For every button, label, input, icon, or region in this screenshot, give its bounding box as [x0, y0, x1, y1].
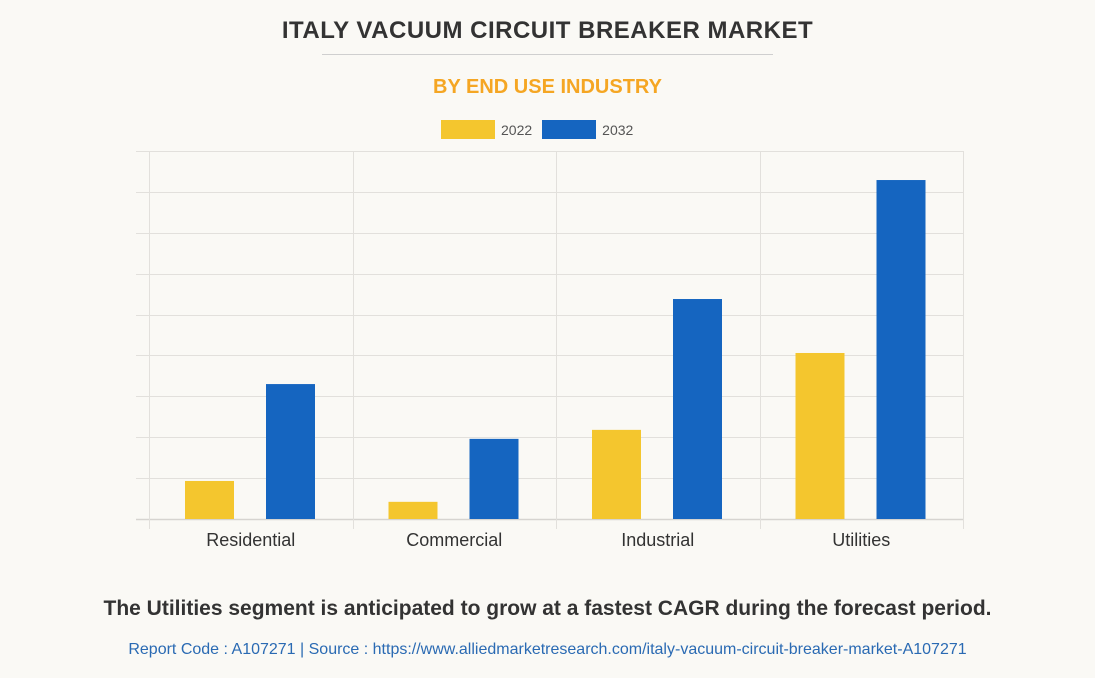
x-tick-label: Utilities [832, 530, 890, 550]
x-tick-label: Industrial [621, 530, 694, 550]
insight-text: The Utilities segment is anticipated to … [103, 597, 992, 620]
bar-industrial-2022 [592, 429, 641, 519]
bar-industrial-2032 [673, 299, 722, 519]
bars [185, 180, 926, 519]
bar-utilities-2022 [795, 352, 845, 519]
x-tick-label: Commercial [406, 530, 502, 550]
legend-label-2032: 2032 [602, 121, 634, 138]
source-line: Report Code : A107271 | Source : https:/… [128, 641, 967, 658]
bar-residential-2022 [185, 480, 234, 519]
title-divider [322, 54, 773, 55]
legend-swatch-2032 [542, 120, 597, 139]
legend-label-2022: 2022 [501, 121, 533, 138]
bar-commercial-2032 [469, 438, 519, 519]
bar-residential-2032 [266, 384, 315, 519]
x-axis-labels: Residential Commercial Industrial Utilities [206, 530, 890, 550]
bar-utilities-2032 [876, 180, 926, 519]
bar-commercial-2022 [388, 501, 438, 519]
chart-subtitle: BY END USE INDUSTRY [433, 76, 662, 98]
x-tick-label: Residential [206, 530, 295, 550]
legend-swatch-2022 [441, 120, 495, 139]
legend: 2022 2032 [441, 120, 643, 139]
chart-title: ITALY VACUUM CIRCUIT BREAKER MARKET [281, 17, 814, 44]
